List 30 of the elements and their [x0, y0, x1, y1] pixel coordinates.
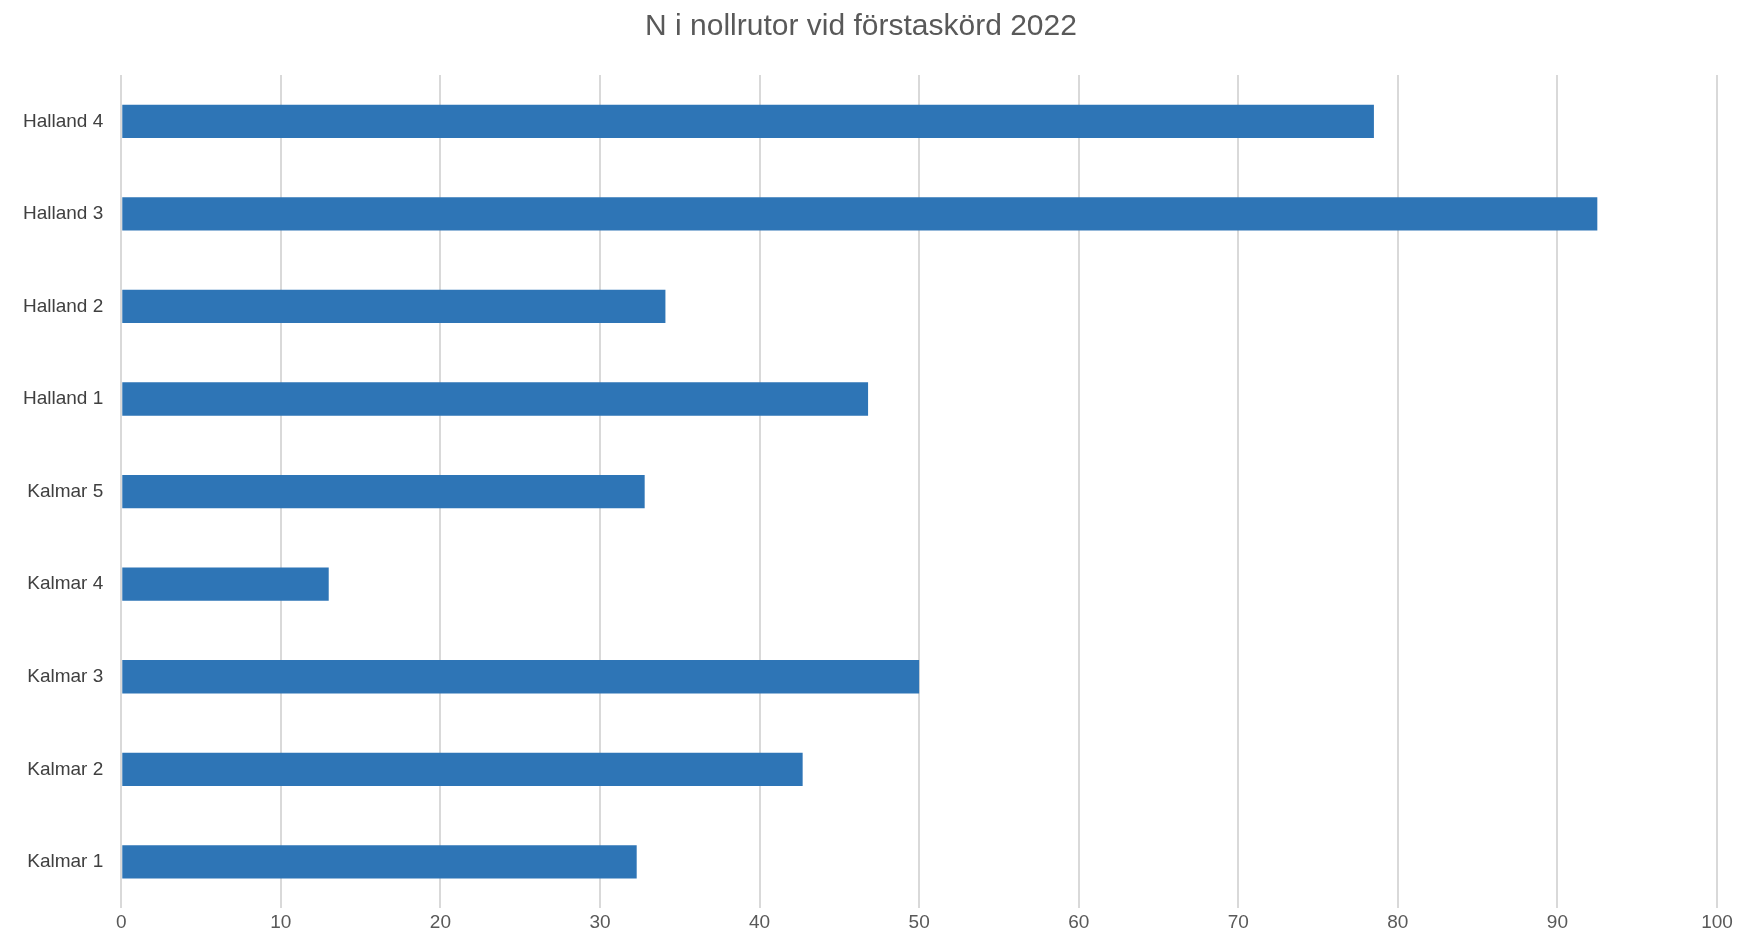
y-tick-label: Kalmar 3	[27, 664, 104, 686]
x-tick-label: 40	[749, 910, 771, 932]
bar	[122, 104, 1374, 138]
bar	[122, 197, 1598, 231]
bar	[122, 382, 869, 416]
x-tick-label: 90	[1546, 910, 1568, 932]
y-tick-label: Halland 4	[23, 109, 104, 131]
x-tick-label: 20	[429, 910, 451, 932]
bar	[122, 752, 803, 786]
bar	[122, 474, 645, 509]
bar	[122, 845, 637, 879]
y-tick-label: Halland 1	[23, 387, 104, 409]
x-tick-label: 80	[1387, 910, 1409, 932]
y-tick-label: Halland 3	[23, 202, 104, 224]
y-tick-label: Halland 2	[23, 294, 104, 316]
x-tick-label: 50	[908, 910, 930, 932]
x-tick-label: 0	[115, 910, 127, 932]
bar	[122, 289, 666, 324]
x-tick-label: 30	[589, 910, 611, 932]
x-tick-label: 10	[270, 910, 292, 932]
x-tick-label: 100	[1701, 910, 1733, 932]
y-tick-label: Kalmar 2	[27, 757, 104, 779]
bar	[122, 660, 920, 694]
x-tick-label: 60	[1068, 910, 1090, 932]
y-tick-label: Kalmar 1	[27, 850, 104, 872]
chart-title: N i nollrutor vid förstaskörd 2022	[645, 8, 1077, 42]
x-tick-label: 70	[1227, 910, 1249, 932]
y-tick-label: Kalmar 5	[27, 479, 104, 501]
y-tick-label: Kalmar 4	[27, 572, 104, 594]
bar	[122, 567, 329, 601]
